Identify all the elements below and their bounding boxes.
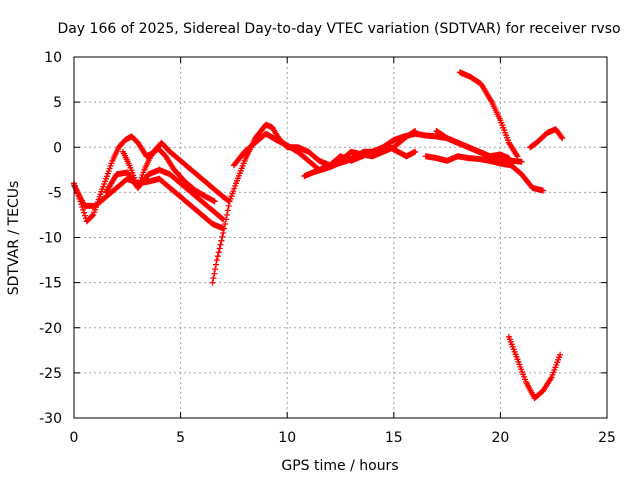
y-tick-label: 5 [53,95,62,111]
y-tick-label: 10 [44,50,62,66]
y-tick-label: 0 [53,140,62,156]
x-tick-label: 20 [491,430,509,446]
data-point-markers [301,144,419,180]
series-trace-e [209,121,525,286]
data-point-markers [505,333,564,402]
series-trace-k [505,333,564,402]
series-trace-h [422,153,546,194]
x-tick-label: 10 [278,430,296,446]
x-tick-label: 15 [385,430,403,446]
x-tick-label: 5 [176,430,185,446]
series-trace-l [527,126,566,151]
data-marks [71,69,566,402]
chart-title: Day 166 of 2025, Sidereal Day-to-day VTE… [57,21,620,37]
x-axis-label: GPS time / hours [281,458,398,474]
y-tick-label: -15 [39,276,62,292]
data-point-markers [120,144,218,205]
series-trace-j [456,69,521,160]
grid-lines [74,57,607,418]
series-trace-d [120,144,218,205]
data-point-markers [456,69,521,160]
y-tick-label: -20 [39,321,62,337]
data-point-markers [433,128,512,162]
y-tick-label: -25 [39,366,62,382]
y-tick-label: -30 [39,411,62,427]
data-point-markers [103,166,227,223]
y-axis-label: SDTVAR / TECUs [6,181,22,296]
series-trace-i [433,128,512,162]
y-tick-label: -5 [48,185,62,201]
plot-frame [73,56,608,419]
data-point-markers [209,121,525,286]
series-trace-c [103,166,227,223]
y-tick-label: -10 [39,231,62,247]
data-point-markers [527,126,566,151]
x-tick-label: 25 [598,430,616,446]
data-point-markers [422,153,546,194]
series-trace-g [301,144,419,180]
x-tick-label: 0 [70,430,79,446]
